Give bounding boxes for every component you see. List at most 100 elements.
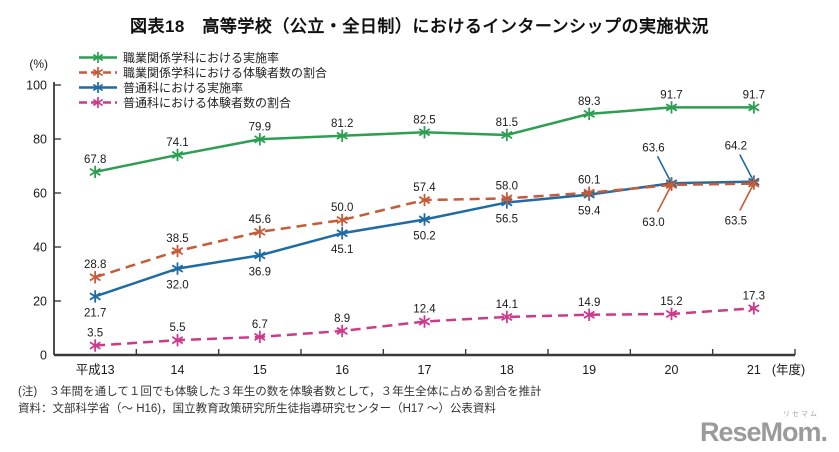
chart-title: 図表18 高等学校（公立・全日制）におけるインターンシップの実施状況 <box>129 17 710 36</box>
axes: 0 20 40 60 80 100 (%) 平成13 14 15 16 17 18 19 20 21 (年度) <box>26 57 805 377</box>
legend-label: 普通科における体験者数の割合 <box>123 96 292 110</box>
data-point-label: 17.3 <box>743 290 765 302</box>
y-tick-label: 80 <box>33 133 47 147</box>
data-point-marker <box>254 225 266 239</box>
data-point-label: 3.5 <box>87 328 103 340</box>
legend-asterisk-marker <box>92 97 104 108</box>
data-point-marker <box>583 308 595 321</box>
data-point-marker <box>418 126 431 139</box>
logo-wordmark: ReseMom. <box>699 417 828 447</box>
data-point-label: 64.2 <box>725 141 747 153</box>
x-category-label: 21 <box>747 363 761 377</box>
data-point-label: 57.4 <box>413 182 436 194</box>
x-category-label: 17 <box>418 363 432 377</box>
legend-line-swatch <box>79 67 117 78</box>
data-point-marker <box>336 227 348 240</box>
data-point-marker <box>89 271 101 284</box>
legend-label: 普通科における実施率 <box>123 81 244 95</box>
legend-line-swatch <box>79 82 117 93</box>
data-point-label: 6.7 <box>252 319 268 331</box>
data-point-marker <box>254 330 266 344</box>
data-point-marker <box>336 129 348 142</box>
y-tick-label: 60 <box>33 187 47 201</box>
data-point-marker <box>583 186 595 199</box>
data-point-marker <box>89 290 101 303</box>
data-point-marker <box>665 307 678 321</box>
data-point-label: 45.1 <box>331 244 353 256</box>
data-point-marker <box>171 148 184 162</box>
legend-line-swatch <box>79 52 117 63</box>
y-axis-unit: (%) <box>29 57 48 71</box>
data-point-label: 60.1 <box>578 175 600 187</box>
legend-line-swatch <box>79 97 117 108</box>
data-point-label: 21.7 <box>84 307 106 319</box>
data-point-label: 12.4 <box>413 304 436 316</box>
data-point-label: 32.0 <box>166 280 188 292</box>
x-axis-note: (年度) <box>772 362 805 377</box>
data-point-label: 63.6 <box>642 142 664 154</box>
data-point-marker <box>748 302 760 315</box>
data-point-marker <box>501 128 513 142</box>
legend-item-3: 普通科における体験者数の割合 <box>79 96 327 110</box>
data-point-marker <box>418 315 431 328</box>
data-point-marker <box>171 333 184 347</box>
data-point-label: 91.7 <box>660 89 682 101</box>
x-category-label: 20 <box>665 363 679 377</box>
y-tick-label: 20 <box>33 295 47 309</box>
data-point-marker <box>665 101 678 114</box>
series-line <box>95 307 754 347</box>
data-point-label: 8.9 <box>334 313 350 325</box>
y-tick-label: 0 <box>40 349 47 363</box>
data-point-marker <box>583 107 595 121</box>
x-category-label: 15 <box>253 363 267 377</box>
legend-asterisk-marker <box>92 52 104 63</box>
y-tick-label: 40 <box>33 241 47 255</box>
data-point-label: 5.5 <box>170 322 186 334</box>
data-point-label: 38.5 <box>166 233 188 245</box>
data-point-marker <box>748 101 760 114</box>
data-point-label: 91.7 <box>743 89 765 101</box>
data-point-marker <box>501 192 513 205</box>
data-point-label: 45.6 <box>249 214 271 226</box>
data-point-label: 67.8 <box>84 154 106 166</box>
x-category-label: 平成13 <box>76 363 115 377</box>
data-point-marker <box>171 262 184 275</box>
y-tick-label: 100 <box>26 79 47 93</box>
source-line: 資料：文部科学省（～ H16)，国立教育政策研究所生徒指導研究センター（H17 … <box>18 403 496 415</box>
data-point-label: 81.5 <box>496 117 518 129</box>
data-point-marker <box>336 324 348 338</box>
data-point-label: 79.9 <box>249 121 271 133</box>
data-point-label: 36.9 <box>249 266 271 278</box>
logo-ruby-text: リセマム <box>783 411 819 418</box>
label-leader-line <box>656 184 673 213</box>
data-point-label: 50.2 <box>413 230 435 242</box>
data-point-marker <box>418 213 431 226</box>
data-point-marker <box>89 339 101 352</box>
data-point-label: 63.5 <box>725 216 747 228</box>
data-point-marker <box>254 133 266 146</box>
data-point-marker <box>171 244 184 258</box>
label-leader-line <box>739 154 755 183</box>
data-point-label: 14.1 <box>496 299 518 311</box>
chart-legend: 職業関係学科における実施率 職業関係学科における体験者数の割合 普通科における実施率… <box>79 51 328 110</box>
x-category-label: 18 <box>500 363 514 377</box>
label-leader-line <box>656 155 673 184</box>
legend-asterisk-marker <box>92 82 104 93</box>
series-3: 3.5 5.5 6.7 8.9 12.4 14.1 14.9 15.2 17.3 <box>87 290 765 352</box>
legend-item-0: 職業関係学科における実施率 <box>79 51 327 65</box>
data-point-label: 56.5 <box>496 213 518 225</box>
data-point-marker <box>89 165 101 179</box>
data-point-label: 74.1 <box>166 137 188 149</box>
series-2: 21.7 32.0 36.9 45.1 50.2 56.5 59.4 63.6 64.2 <box>84 141 760 319</box>
data-point-marker <box>418 193 431 207</box>
series-0: 67.8 74.1 79.9 81.2 82.5 81.5 89.3 91.7 91.7 <box>84 89 765 179</box>
data-point-label: 89.3 <box>578 96 600 108</box>
data-point-label: 63.0 <box>642 217 664 229</box>
data-point-label: 28.8 <box>84 259 106 271</box>
legend-label: 職業関係学科における体験者数の割合 <box>123 66 328 80</box>
data-point-marker <box>336 213 348 227</box>
series-1: 28.8 38.5 45.6 50.0 57.4 58.0 60.1 63.0 63.5 <box>84 175 760 284</box>
x-category-label: 19 <box>582 363 596 377</box>
